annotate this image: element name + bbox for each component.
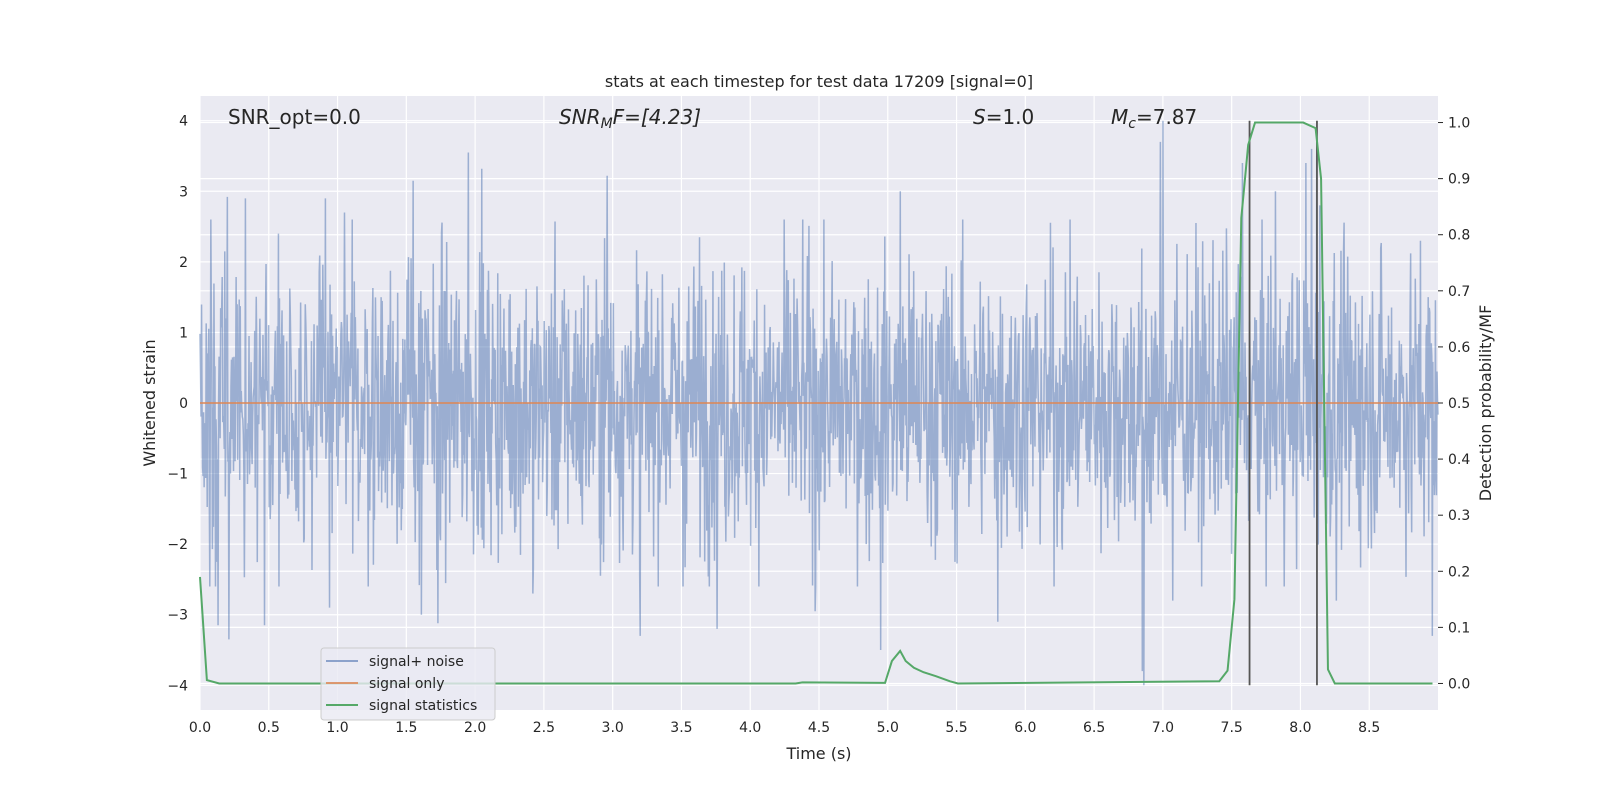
noise-line: [199, 120, 1439, 686]
x-axis-label: Time (s): [785, 744, 851, 763]
x-tick-label: 0.0: [189, 720, 211, 736]
y-right-tick-label: 0.9: [1448, 172, 1470, 188]
x-tick-label: 4.5: [808, 720, 830, 736]
x-tick-label: 8.0: [1289, 720, 1311, 736]
y-left-tick-label: −4: [167, 678, 188, 694]
x-tick-label: 7.0: [1152, 720, 1174, 736]
y-left-tick-label: 1: [179, 325, 188, 341]
y-left-axis-label: Whitened strain: [140, 339, 159, 466]
x-tick-label: 1.5: [395, 720, 417, 736]
x-tick-labels: 0.0 0.5 1.0 1.5 2.0 2.5 3.0 3.5 4.0 4.5 5.0 5.5 6.0 6…: [189, 720, 1380, 736]
series-signal-statistics: [199, 121, 1433, 685]
y-right-tick-label: 0.5: [1448, 396, 1470, 412]
x-tick-label: 8.5: [1358, 720, 1380, 736]
x-tick-label: 2.5: [533, 720, 555, 736]
y-left-tick-labels: 4 3 2 1 0 −1 −2 −3 −4: [167, 114, 188, 695]
y-right-tick-label: 0.8: [1448, 228, 1470, 244]
legend-label-signal-noise: signal+ noise: [369, 654, 464, 670]
y-right-tick-label: 0.2: [1448, 564, 1470, 580]
y-right-axis-label: Detection probability/MF: [1476, 305, 1495, 502]
y-right-tick-label: 0.3: [1448, 508, 1470, 524]
y-left-tick-label: −3: [167, 608, 188, 624]
x-tick-label: 0.5: [258, 720, 280, 736]
y-left-tick-label: 2: [179, 255, 188, 271]
x-tick-label: 2.0: [464, 720, 486, 736]
x-tick-label: 3.5: [670, 720, 692, 736]
x-tick-label: 7.5: [1221, 720, 1243, 736]
x-tick-label: 5.0: [877, 720, 899, 736]
legend-label-signal-statistics: signal statistics: [369, 698, 477, 714]
y-right-tick-labels: 1.0 0.9 0.8 0.7 0.6 0.5 0.4 0.3 0.2 0.1 0.0: [1438, 116, 1470, 692]
annotation-snr-opt: SNR_opt=0.0: [228, 105, 361, 129]
series-signal-noise: [199, 120, 1439, 686]
y-right-tick-label: 0.7: [1448, 284, 1470, 300]
x-tick-label: 6.0: [1014, 720, 1036, 736]
y-left-tick-label: 4: [179, 114, 188, 130]
y-left-tick-label: 0: [179, 396, 188, 412]
annotation-snr-mf: SNRMF=[4.23]: [559, 105, 701, 132]
x-tick-label: 4.0: [739, 720, 761, 736]
annotation-mc: Mc=7.87: [1111, 105, 1197, 132]
y-right-tick-label: 0.4: [1448, 452, 1470, 468]
legend-label-signal-only: signal only: [369, 676, 444, 692]
y-right-tick-label: 0.0: [1448, 676, 1470, 692]
annotation-s: S=1.0: [973, 105, 1034, 129]
legend: signal+ noise signal only signal statist…: [320, 647, 496, 721]
vertical-markers: [1248, 120, 1318, 686]
y-right-tick-label: 0.6: [1448, 340, 1470, 356]
x-tick-label: 5.5: [945, 720, 967, 736]
y-left-tick-label: −1: [167, 467, 188, 483]
y-left-tick-label: −2: [167, 537, 188, 553]
y-left-tick-label: 3: [179, 184, 188, 200]
x-tick-label: 3.0: [602, 720, 624, 736]
chart-title: stats at each timestep for test data 172…: [605, 72, 1033, 91]
y-right-tick-label: 0.1: [1448, 620, 1470, 636]
y-right-tick-label: 1.0: [1448, 116, 1470, 132]
x-tick-label: 6.5: [1083, 720, 1105, 736]
signal-statistics-line: [199, 121, 1433, 685]
legend-box: [320, 647, 496, 721]
x-tick-label: 1.0: [326, 720, 348, 736]
